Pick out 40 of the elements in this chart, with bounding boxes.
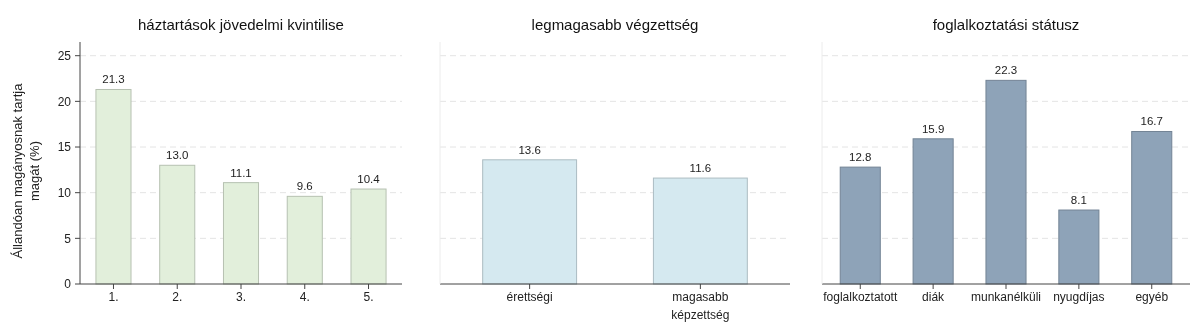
y-axis-title: Állandóan magányosnak tartja magát (%) [10, 82, 42, 259]
chart-title: háztartások jövedelmi kvintilise [138, 16, 344, 33]
data-label: 13.6 [518, 143, 541, 156]
x-tick-label: 1. [108, 290, 119, 304]
data-label: 8.1 [1070, 194, 1087, 207]
y-tick-label: 10 [57, 185, 72, 200]
bar [1058, 209, 1100, 285]
x-tick-label: 5. [363, 290, 374, 304]
bar [839, 166, 881, 285]
x-tick-label: 4. [299, 290, 310, 304]
x-tick-label: magasabb képzettség [671, 290, 730, 322]
x-tick-label: egyéb [1135, 290, 1169, 304]
x-tick-label: munkanélküli [970, 290, 1042, 304]
bar [1131, 130, 1173, 285]
data-label: 11.1 [230, 166, 252, 179]
bar [912, 138, 954, 285]
y-tick-label: 0 [64, 277, 72, 292]
data-label: 16.7 [1140, 115, 1163, 128]
y-tick-label: 25 [57, 48, 72, 63]
data-label: 11.6 [689, 162, 712, 175]
chart-title: foglalkoztatási státusz [932, 16, 1080, 33]
y-tick-label: 5 [64, 231, 72, 246]
data-label: 9.6 [296, 180, 313, 193]
x-tick-label: érettségi [506, 290, 553, 304]
data-label: 21.3 [102, 73, 125, 86]
x-tick-label: diák [922, 290, 946, 304]
y-tick-label: 15 [57, 140, 72, 155]
y-tick-label: 20 [57, 94, 72, 109]
x-tick-label: 3. [235, 290, 247, 304]
bar [985, 79, 1027, 285]
x-tick-label: nyugdíjas [1053, 290, 1105, 304]
data-label: 13.0 [166, 149, 189, 162]
data-label: 10.4 [357, 173, 381, 186]
x-tick-label: 2. [172, 290, 183, 304]
data-label: 15.9 [921, 122, 945, 135]
x-tick-label: foglalkoztatott [823, 290, 898, 304]
chart-title: legmagasabb végzettség [531, 16, 699, 33]
data-label: 22.3 [994, 64, 1018, 77]
bar [350, 188, 387, 285]
data-label: 12.8 [849, 151, 872, 164]
